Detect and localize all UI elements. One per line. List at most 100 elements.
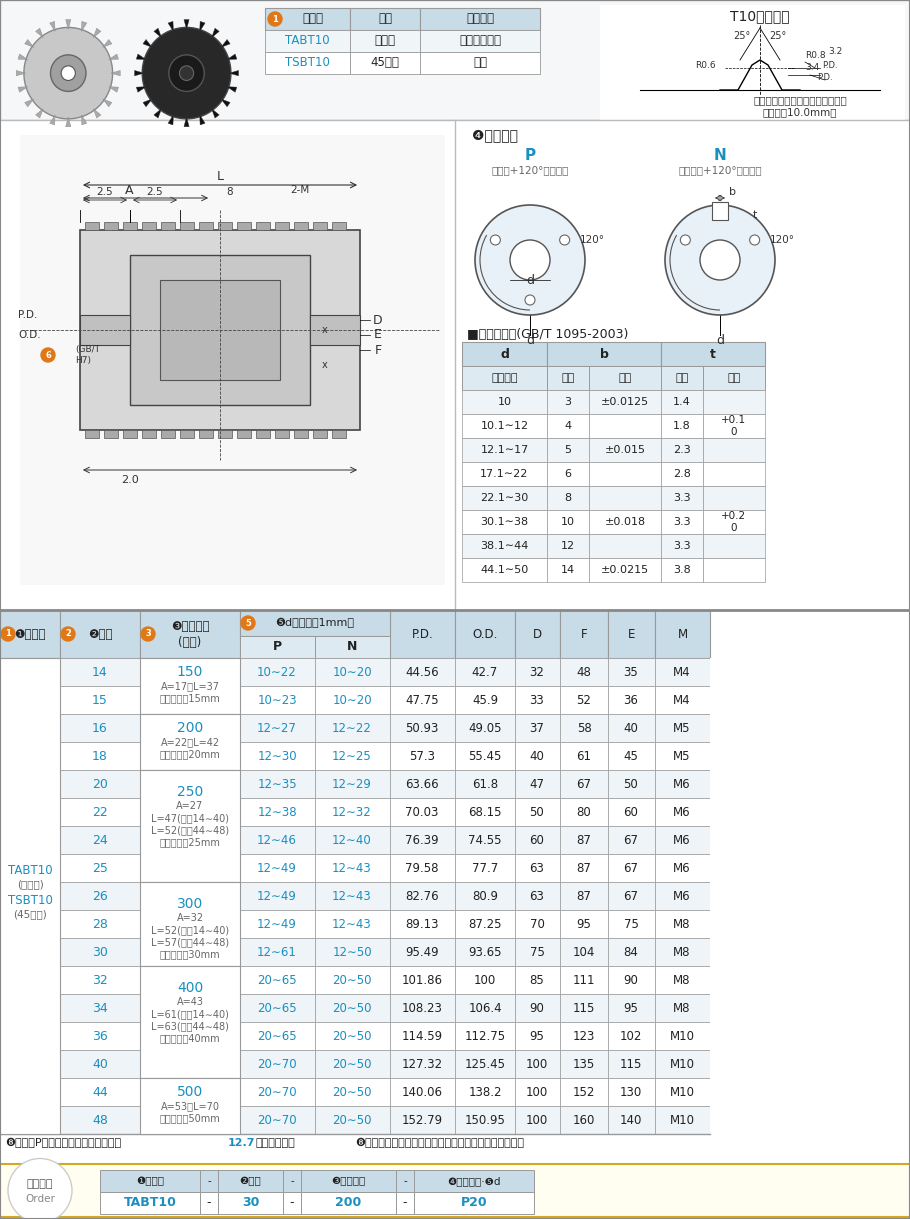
Bar bbox=[80, 230, 360, 430]
Bar bbox=[332, 430, 346, 438]
Bar bbox=[315, 1078, 390, 1106]
Text: A=22，L=42: A=22，L=42 bbox=[160, 737, 219, 747]
Text: 100: 100 bbox=[526, 1085, 548, 1098]
Polygon shape bbox=[136, 54, 146, 60]
Text: 3.3: 3.3 bbox=[673, 517, 691, 527]
Bar bbox=[390, 993, 455, 1022]
Text: 10∼22: 10∼22 bbox=[258, 666, 297, 679]
Bar bbox=[560, 826, 608, 855]
Text: 67: 67 bbox=[623, 890, 639, 902]
Text: 2.8: 2.8 bbox=[673, 469, 691, 479]
Text: +0.1
0: +0.1 0 bbox=[722, 414, 746, 438]
Polygon shape bbox=[212, 28, 219, 38]
Text: 12: 12 bbox=[561, 541, 575, 551]
Circle shape bbox=[700, 240, 740, 280]
Bar bbox=[455, 686, 515, 714]
Text: 1.8: 1.8 bbox=[673, 421, 691, 432]
Text: 2.0: 2.0 bbox=[121, 475, 139, 485]
Text: 108.23: 108.23 bbox=[401, 1002, 442, 1014]
Circle shape bbox=[142, 27, 231, 118]
Bar bbox=[515, 826, 560, 855]
Bar bbox=[200, 1192, 218, 1214]
Bar bbox=[60, 714, 140, 742]
Text: 12∼29: 12∼29 bbox=[332, 778, 372, 790]
Text: 80: 80 bbox=[577, 806, 592, 818]
Text: 8: 8 bbox=[227, 187, 233, 197]
Text: 200: 200 bbox=[177, 720, 203, 735]
Polygon shape bbox=[35, 28, 43, 38]
Bar bbox=[589, 462, 661, 486]
Bar bbox=[60, 1050, 140, 1078]
Text: 82.76: 82.76 bbox=[405, 890, 439, 902]
Bar bbox=[123, 222, 137, 230]
Polygon shape bbox=[199, 22, 205, 32]
Bar bbox=[703, 534, 765, 558]
Bar bbox=[515, 1106, 560, 1134]
Text: 1.4: 1.4 bbox=[673, 397, 691, 407]
Text: 12∼30: 12∼30 bbox=[258, 750, 297, 763]
Text: 52: 52 bbox=[577, 694, 592, 707]
Text: （圆孔+120°螺纹孔）: （圆孔+120°螺纹孔） bbox=[491, 165, 569, 176]
Text: 35: 35 bbox=[623, 666, 639, 679]
Bar bbox=[140, 1078, 240, 1134]
Bar bbox=[608, 798, 655, 826]
Text: 300: 300 bbox=[177, 897, 203, 912]
Bar bbox=[608, 965, 655, 993]
Bar bbox=[455, 1078, 515, 1106]
Polygon shape bbox=[94, 108, 101, 118]
Text: 20: 20 bbox=[92, 778, 108, 790]
Bar bbox=[240, 855, 315, 883]
Bar bbox=[462, 510, 547, 534]
Bar bbox=[390, 610, 455, 658]
Text: 40: 40 bbox=[92, 1058, 108, 1070]
Bar bbox=[60, 883, 140, 911]
Bar bbox=[283, 1170, 301, 1192]
Polygon shape bbox=[168, 22, 174, 32]
Bar bbox=[560, 965, 608, 993]
Bar bbox=[390, 1050, 455, 1078]
Text: +0.2
0: +0.2 0 bbox=[722, 511, 746, 533]
Text: 84: 84 bbox=[623, 946, 639, 958]
Text: 6: 6 bbox=[46, 351, 51, 360]
Bar bbox=[515, 855, 560, 883]
Text: d: d bbox=[501, 347, 509, 361]
Bar bbox=[0, 610, 60, 658]
Text: 45.9: 45.9 bbox=[472, 694, 498, 707]
Bar bbox=[140, 610, 240, 658]
Text: 63: 63 bbox=[530, 862, 544, 874]
Bar bbox=[589, 558, 661, 581]
Text: 45号钢: 45号钢 bbox=[370, 56, 399, 69]
Text: 114.59: 114.59 bbox=[401, 1030, 442, 1042]
Bar bbox=[283, 1192, 301, 1214]
Text: 12∼43: 12∼43 bbox=[332, 890, 372, 902]
Bar bbox=[240, 1078, 315, 1106]
Text: 20∼50: 20∼50 bbox=[332, 1113, 372, 1126]
Text: M6: M6 bbox=[673, 834, 691, 846]
Text: L=61(齿数14∼40): L=61(齿数14∼40) bbox=[151, 1009, 229, 1019]
Bar bbox=[140, 714, 240, 770]
Bar bbox=[608, 1106, 655, 1134]
Bar bbox=[199, 222, 213, 230]
Bar bbox=[315, 993, 390, 1022]
Polygon shape bbox=[66, 117, 71, 127]
Bar bbox=[104, 222, 118, 230]
Bar bbox=[332, 222, 346, 230]
Bar bbox=[60, 742, 140, 770]
Bar bbox=[0, 0, 910, 119]
Text: 25: 25 bbox=[92, 862, 108, 874]
Text: M10: M10 bbox=[670, 1085, 694, 1098]
Text: 87.25: 87.25 bbox=[469, 918, 501, 930]
Text: M10: M10 bbox=[670, 1058, 694, 1070]
Circle shape bbox=[241, 616, 255, 630]
Bar bbox=[560, 1078, 608, 1106]
Text: 40: 40 bbox=[530, 750, 544, 763]
Text: d: d bbox=[526, 273, 534, 286]
Bar bbox=[462, 534, 547, 558]
Text: 28: 28 bbox=[92, 918, 108, 930]
Text: ±0.0215: ±0.0215 bbox=[601, 564, 649, 575]
Text: 10∼20: 10∼20 bbox=[332, 694, 372, 707]
Bar bbox=[455, 714, 515, 742]
Bar bbox=[237, 430, 251, 438]
Text: 68.15: 68.15 bbox=[469, 806, 501, 818]
Text: 12∼43: 12∼43 bbox=[332, 862, 372, 874]
